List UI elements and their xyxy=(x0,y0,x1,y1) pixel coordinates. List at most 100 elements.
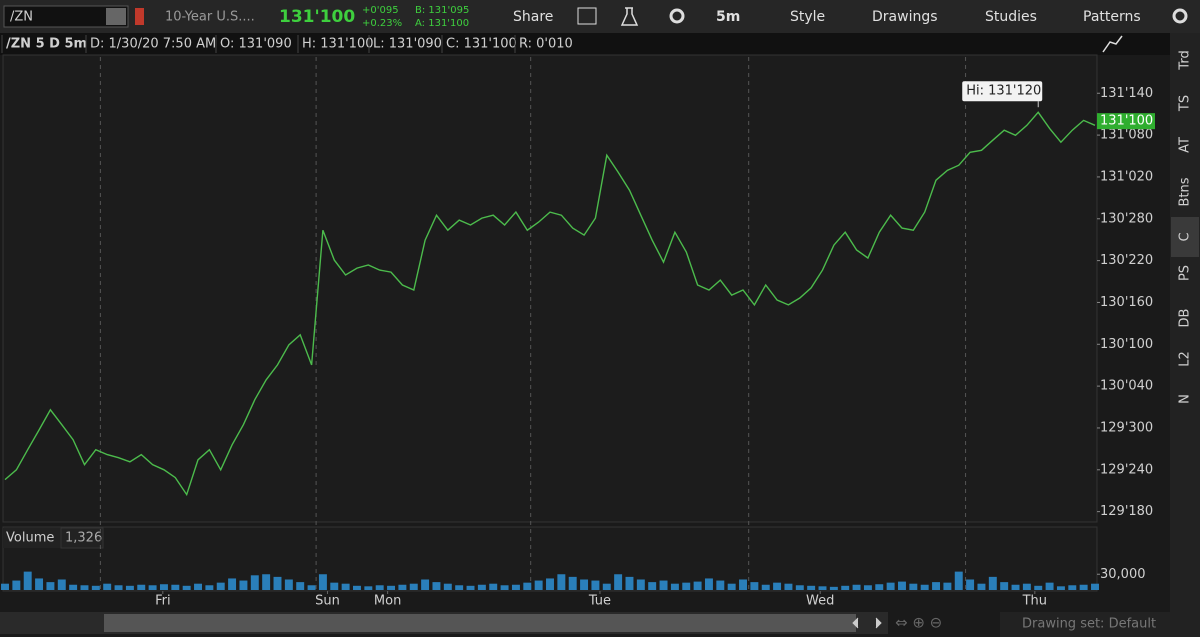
last-price-tag xyxy=(1097,113,1155,130)
volume-bar xyxy=(341,583,350,590)
drawings-button[interactable]: Drawings xyxy=(872,9,938,25)
volume-bar xyxy=(91,585,100,590)
volume-bar xyxy=(80,585,89,590)
volume-bar xyxy=(466,585,475,590)
drawing-set[interactable]: Drawing set: Default xyxy=(1022,617,1156,632)
dropdown[interactable] xyxy=(106,8,126,25)
volume-bar xyxy=(330,582,339,590)
x-tick-label: Mon xyxy=(374,594,401,609)
volume-bar xyxy=(943,582,952,590)
icon[interactable] xyxy=(620,7,639,26)
symbol[interactable]: /ZN xyxy=(10,10,33,25)
sidebar-tab[interactable]: TS xyxy=(1178,95,1193,112)
ask: A: 131'100 xyxy=(415,18,469,29)
volume-bar xyxy=(580,579,589,590)
sidebar-tab[interactable]: L2 xyxy=(1178,351,1193,367)
volume-bar xyxy=(12,580,21,590)
y-tick-label: 130'220 xyxy=(1100,253,1153,268)
volume-bar xyxy=(852,584,861,590)
volume-bar xyxy=(398,584,407,590)
style-button[interactable]: Style xyxy=(790,9,825,25)
volume-bar xyxy=(489,583,498,590)
volume-bar xyxy=(182,585,191,590)
volume-bar xyxy=(784,583,793,590)
volume-bar xyxy=(1000,582,1009,590)
info-items: /ZN 5 D 5m D: 1/30/20 7:50 AM O: 131'090 H:… xyxy=(1,35,573,53)
volume-bar xyxy=(534,580,543,590)
sidebar-tab[interactable]: DB xyxy=(1178,309,1193,328)
volume-bar xyxy=(659,580,668,590)
info-item: /ZN 5 D 5m xyxy=(6,37,87,52)
plot: Fri Sun Mon Tue Wed Thu 129'180 129'240 129'300 1… xyxy=(1,57,1155,609)
y-tick-label: 30,000 xyxy=(1100,567,1146,582)
volume-bar xyxy=(23,571,32,590)
scroll-thumb[interactable] xyxy=(104,614,856,632)
volume-bar xyxy=(455,585,464,590)
volume-bar xyxy=(693,581,702,590)
y-tick-label: 129'300 xyxy=(1100,420,1153,435)
volume-bar xyxy=(761,584,770,590)
volume-bar xyxy=(920,584,929,590)
status-box xyxy=(1000,612,1170,637)
info-bar xyxy=(0,33,1170,55)
sidebar-tab[interactable]: N xyxy=(1178,394,1193,404)
studies-button[interactable]: Studies xyxy=(985,9,1037,25)
volume-bar xyxy=(716,580,725,590)
sidebar-tab[interactable]: PS xyxy=(1178,265,1193,281)
sidebar-tab[interactable]: AT xyxy=(1178,137,1193,153)
x-tick-label: Thu xyxy=(1022,594,1047,609)
volume-bar xyxy=(909,583,918,590)
volume-bar xyxy=(636,579,645,590)
volume-bar xyxy=(228,578,237,590)
volume-bar xyxy=(557,574,566,590)
volume-bar xyxy=(1079,584,1088,590)
annotation: Hi: 131'120 xyxy=(966,84,1041,99)
last-price: 131'100 xyxy=(279,7,355,27)
info-item: C: 131'100 xyxy=(446,37,517,52)
volume-bar xyxy=(125,585,134,590)
share-button[interactable]: Share xyxy=(513,9,553,25)
info-item: O: 131'090 xyxy=(220,37,292,52)
flag[interactable] xyxy=(135,8,144,25)
y-tick-label: 131'020 xyxy=(1100,169,1153,184)
percent-change: +0.23% xyxy=(362,18,402,29)
volume-bar xyxy=(875,584,884,590)
volume-bar xyxy=(932,582,941,590)
volume-bar xyxy=(432,582,441,590)
volume-bar xyxy=(1068,585,1077,590)
zoom-icons[interactable]: ⇔ ⊕ ⊖ xyxy=(895,614,942,632)
volume-bar xyxy=(841,585,850,590)
sidebar xyxy=(1170,33,1200,637)
volume-bar xyxy=(159,584,168,590)
sidebar-tab[interactable]: Btns xyxy=(1178,177,1193,206)
scroll-arrows[interactable] xyxy=(852,617,882,629)
volume-bar xyxy=(443,583,452,590)
info-item: H: 131'100 xyxy=(302,37,374,52)
volume-bar xyxy=(421,579,430,590)
volume-bar xyxy=(602,583,611,590)
volume-bar xyxy=(500,585,509,590)
volume-bar xyxy=(523,582,532,590)
chart-icon[interactable] xyxy=(1102,35,1123,53)
volume-bar xyxy=(886,582,895,590)
volume-title-box xyxy=(3,528,61,548)
volume-bar xyxy=(194,583,202,590)
description: 10-Year U.S.... xyxy=(165,10,255,25)
settings-icon[interactable] xyxy=(1172,8,1188,24)
volume-bar xyxy=(1045,582,1054,590)
icon[interactable] xyxy=(577,7,597,25)
volume-bar xyxy=(1091,583,1099,590)
settings-icon[interactable] xyxy=(669,8,685,24)
symbol-input[interactable] xyxy=(3,5,129,28)
info-item: D: 1/30/20 7:50 AM xyxy=(90,37,216,52)
volume-bar xyxy=(863,585,872,590)
volume-bar xyxy=(750,582,759,590)
volume-bar xyxy=(795,585,804,590)
sidebar-tab[interactable]: C xyxy=(1178,232,1193,241)
sidebar-tab[interactable]: Trd xyxy=(1178,50,1193,70)
volume-bar xyxy=(114,585,123,590)
patterns-button[interactable]: Patterns xyxy=(1083,9,1141,25)
timeframe-button[interactable]: 5m xyxy=(716,9,740,25)
volume-bar xyxy=(568,576,577,590)
